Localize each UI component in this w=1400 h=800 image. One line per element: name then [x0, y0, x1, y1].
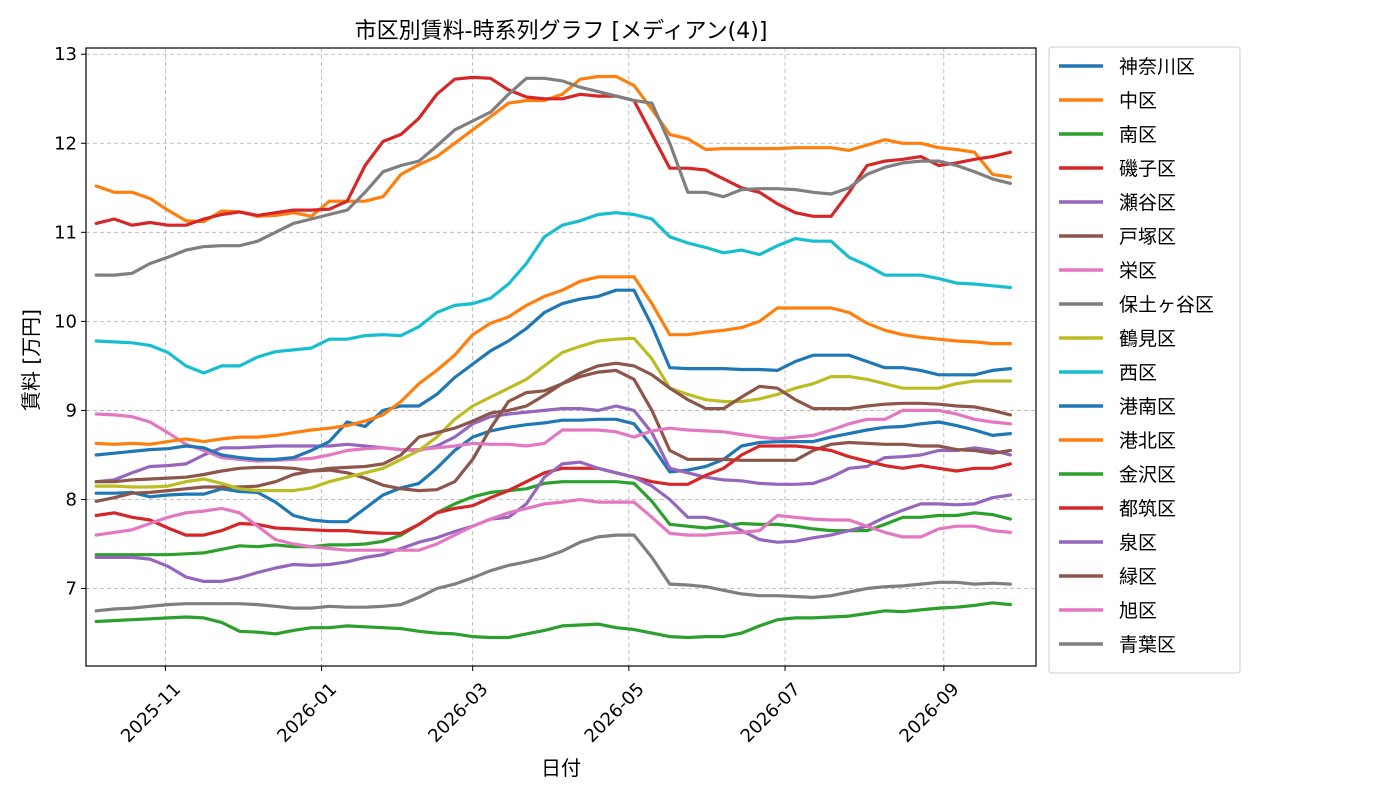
- legend-label: 緑区: [1119, 566, 1157, 588]
- legend-label: 保土ヶ谷区: [1119, 294, 1214, 316]
- legend-label: 西区: [1119, 362, 1157, 384]
- x-axis: 2025-11 2026-01 2026-03 2026-05 2026-07 2026-…: [117, 666, 964, 747]
- y-tick-label: 10: [54, 311, 77, 332]
- y-tick-label: 11: [54, 222, 77, 243]
- plot-frame: [85, 47, 1037, 667]
- legend-item: 戸塚区: [1059, 226, 1176, 248]
- x-axis-label: 日付: [541, 756, 581, 780]
- legend-label: 磯子区: [1119, 158, 1176, 180]
- x-tick-label: 2026-03: [424, 679, 492, 747]
- legend-item: 南区: [1059, 124, 1157, 146]
- legend-label: 瀬谷区: [1119, 192, 1176, 214]
- series-line-17: [94, 533, 1013, 613]
- series-line-0: [94, 417, 1013, 524]
- series-line-3: [94, 75, 1013, 227]
- legend-label: 港南区: [1119, 396, 1176, 418]
- legend-label: 泉区: [1119, 532, 1157, 554]
- series-line-7: [94, 76, 1013, 277]
- legend-item: 鶴見区: [1059, 328, 1176, 350]
- x-tick-label: 2026-07: [737, 679, 805, 747]
- chart-title: 市区別賃料-時系列グラフ [メディアン(4)]: [355, 19, 768, 44]
- series-line-2: [94, 601, 1013, 640]
- legend-item: 西区: [1059, 362, 1157, 384]
- series-line-8: [94, 336, 1013, 493]
- legend-item: 緑区: [1059, 566, 1157, 588]
- y-tick-label: 7: [66, 579, 77, 600]
- legend-item: 中区: [1059, 90, 1157, 112]
- legend-label: 鶴見区: [1119, 328, 1176, 350]
- series-line-16: [94, 497, 1013, 552]
- legend-item: 金沢区: [1059, 464, 1176, 486]
- x-tick-label: 2025-11: [117, 679, 185, 747]
- legend-item: 栄区: [1059, 260, 1157, 282]
- y-axis-label: 賃料 [万円]: [19, 309, 43, 411]
- legend-item: 港南区: [1059, 396, 1176, 418]
- series-lines: [94, 74, 1013, 640]
- x-tick-label: 2026-05: [581, 679, 649, 747]
- series-line-9: [94, 211, 1013, 375]
- y-tick-label: 9: [66, 400, 77, 421]
- legend-label: 金沢区: [1119, 464, 1176, 486]
- legend-label: 南区: [1119, 124, 1157, 146]
- x-tick-label: 2026-01: [273, 679, 341, 747]
- legend-label: 栄区: [1119, 260, 1157, 282]
- series-line-11: [94, 275, 1013, 446]
- x-tick-label: 2026-09: [895, 679, 963, 747]
- series-line-6: [94, 408, 1013, 463]
- series-line-4: [94, 404, 1013, 486]
- series-line-10: [94, 288, 1013, 461]
- legend-item: 港北区: [1059, 430, 1176, 452]
- y-tick-label: 12: [54, 133, 77, 154]
- legend-label: 都筑区: [1119, 498, 1176, 520]
- legend-label: 中区: [1119, 90, 1157, 112]
- legend-item: 都筑区: [1059, 498, 1176, 520]
- legend-item: 保土ヶ谷区: [1059, 294, 1214, 316]
- legend-item: 瀬谷区: [1059, 192, 1176, 214]
- series-line-14: [94, 460, 1013, 584]
- legend-item: 神奈川区: [1059, 56, 1195, 78]
- legend-label: 戸塚区: [1119, 226, 1176, 248]
- series-line-5: [94, 368, 1013, 503]
- legend-item: 磯子区: [1059, 158, 1176, 180]
- y-axis: 7 8 9 10 11 12 13: [54, 44, 86, 600]
- series-line-15: [94, 361, 1013, 484]
- legend-item: 旭区: [1059, 600, 1157, 622]
- legend-label: 旭区: [1119, 600, 1157, 622]
- legend-label: 青葉区: [1119, 634, 1176, 656]
- legend: 神奈川区中区南区磯子区瀬谷区戸塚区栄区保土ヶ谷区鶴見区西区港南区港北区金沢区都筑…: [1048, 46, 1241, 674]
- y-tick-label: 8: [66, 489, 77, 510]
- legend-label: 港北区: [1119, 430, 1176, 452]
- legend-label: 神奈川区: [1119, 56, 1195, 78]
- y-tick-label: 13: [54, 44, 77, 65]
- legend-item: 泉区: [1059, 532, 1157, 554]
- legend-item: 青葉区: [1059, 634, 1176, 656]
- series-line-12: [94, 480, 1013, 557]
